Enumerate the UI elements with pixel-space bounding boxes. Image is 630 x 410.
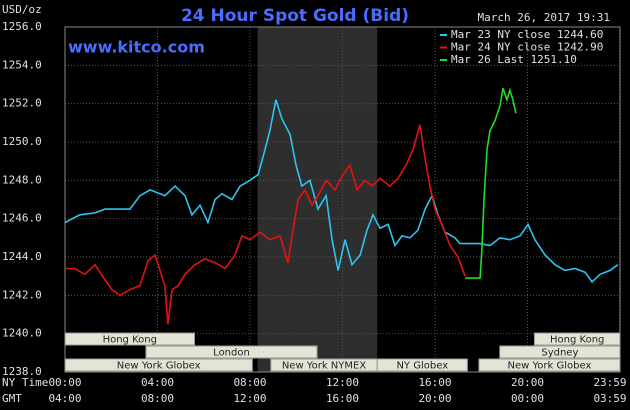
session-label: New York Globex [117, 361, 201, 372]
y-tick-label: 1248.0 [2, 173, 42, 186]
session-label: London [213, 348, 250, 359]
session-label: New York Globex [508, 361, 592, 372]
x-tick-label: 16:00 [418, 376, 451, 389]
series-line [465, 87, 517, 279]
session-label: Sydney [541, 348, 578, 359]
y-tick-label: 1252.0 [2, 97, 42, 110]
legend-label: Mar 26 Last 1251.10 [451, 53, 577, 66]
session-bar [478, 358, 621, 372]
y-tick-label: 1256.0 [2, 20, 42, 33]
chart-title: 24 Hour Spot Gold (Bid) [181, 6, 409, 26]
y-tick-label: 1242.0 [2, 288, 42, 301]
x2-tick-label: 16:00 [326, 392, 359, 405]
x-axis-label: NY Time [2, 376, 48, 389]
session-bar [64, 332, 195, 346]
series-line [64, 99, 619, 284]
x2-tick-label: 12:00 [233, 392, 266, 405]
source: www.kitco.com [68, 38, 205, 57]
session-bar [376, 358, 468, 372]
x2-tick-label: 00:00 [511, 392, 544, 405]
y-tick-label: 1240.0 [2, 327, 42, 340]
session-bar [145, 345, 318, 359]
plot-frame [64, 26, 621, 373]
x-tick-label: 00:00 [48, 376, 81, 389]
x2-tick-label: 04:00 [48, 392, 81, 405]
session-label: Hong Kong [550, 335, 604, 346]
series-line [65, 124, 466, 325]
session-label: NY Globex [396, 361, 448, 372]
x2-axis-label: GMT [2, 392, 22, 405]
y-tick-label: 1238.0 [2, 365, 42, 378]
x-tick-label: 20:00 [511, 376, 544, 389]
y-tick-label: 1254.0 [2, 58, 42, 71]
x2-tick-label: 03:59 [593, 392, 626, 405]
timestamp: March 26, 2017 19:31 [478, 11, 610, 24]
x-tick-label: 08:00 [233, 376, 266, 389]
session-bar [533, 332, 621, 346]
legend-label: Mar 24 NY close 1242.90 [451, 41, 603, 54]
x-tick-label: 12:00 [326, 376, 359, 389]
session-bar [64, 358, 253, 372]
y-tick-label: 1244.0 [2, 250, 42, 263]
y-tick-label: 1246.0 [2, 212, 42, 225]
y-axis-label: USD/oz [2, 3, 42, 16]
x2-tick-label: 20:00 [418, 392, 451, 405]
legend-label: Mar 23 NY close 1244.60 [451, 28, 603, 41]
session-label: New York NYMEX [282, 361, 367, 372]
session-bar [499, 345, 621, 359]
x-tick-label: 04:00 [141, 376, 174, 389]
x2-tick-label: 08:00 [141, 392, 174, 405]
x-tick-label: 23:59 [593, 376, 626, 389]
shade-region [257, 27, 378, 372]
y-tick-label: 1250.0 [2, 135, 42, 148]
session-label: Hong Kong [103, 335, 157, 346]
